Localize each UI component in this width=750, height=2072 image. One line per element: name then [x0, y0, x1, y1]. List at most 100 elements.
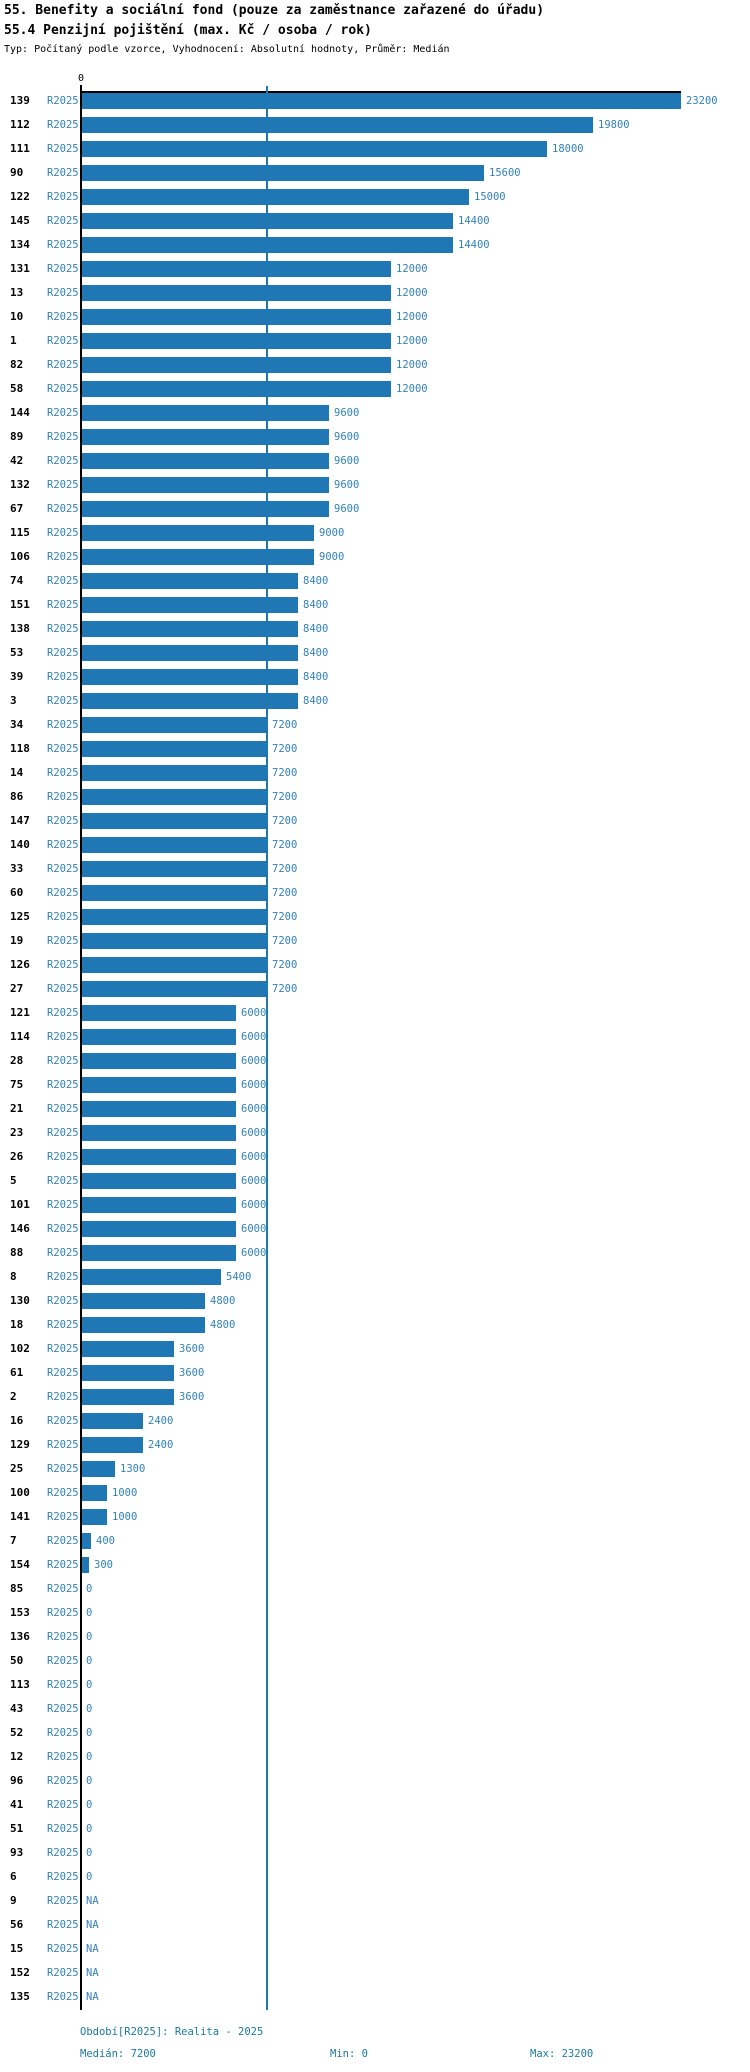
bar	[82, 1101, 236, 1117]
bar-value-label: 2400	[148, 1415, 174, 1427]
row-series-label: R2025	[47, 383, 79, 395]
bar-value-label: 7200	[272, 959, 298, 971]
row-series-label: R2025	[47, 839, 79, 851]
row-id-label: 153	[10, 1606, 30, 1619]
row-id-label: 154	[10, 1558, 30, 1571]
row-id-label: 122	[10, 190, 30, 203]
bar-value-label: 4800	[210, 1295, 236, 1307]
row-id-label: 10	[10, 310, 24, 323]
row-series-label: R2025	[47, 1247, 79, 1259]
bar-value-label: NA	[86, 1895, 99, 1907]
bar-value-label: 12000	[396, 311, 428, 323]
bar-value-label: 6000	[241, 1127, 267, 1139]
row-series-label: R2025	[47, 215, 79, 227]
row-id-label: 53	[10, 646, 24, 659]
row-series-label: R2025	[47, 1871, 79, 1883]
bar	[82, 1293, 205, 1309]
row-id-label: 96	[10, 1774, 24, 1787]
row-series-label: R2025	[47, 1271, 79, 1283]
row-id-label: 23	[10, 1126, 24, 1139]
bar-value-label: 12000	[396, 359, 428, 371]
row-id-label: 90	[10, 166, 24, 179]
bar	[82, 1077, 236, 1093]
row-series-label: R2025	[47, 599, 79, 611]
chart-subtitle: 55.4 Penzijní pojištění (max. Kč / osoba…	[4, 23, 372, 38]
row-id-label: 50	[10, 1654, 24, 1667]
bar-value-label: 4800	[210, 1319, 236, 1331]
row-id-label: 3	[10, 694, 17, 707]
row-series-label: R2025	[47, 143, 79, 155]
row-id-label: 135	[10, 1990, 30, 2003]
row-id-label: 132	[10, 478, 30, 491]
row-series-label: R2025	[47, 1583, 79, 1595]
bar	[82, 357, 391, 373]
row-id-label: 39	[10, 670, 24, 683]
row-series-label: R2025	[47, 1391, 79, 1403]
bar-value-label: 12000	[396, 287, 428, 299]
row-id-label: 9	[10, 1894, 17, 1907]
row-series-label: R2025	[47, 1127, 79, 1139]
bar	[82, 549, 314, 565]
row-id-label: 141	[10, 1510, 30, 1523]
bar-value-label: 0	[86, 1607, 93, 1619]
row-series-label: R2025	[47, 1367, 79, 1379]
bar	[82, 573, 298, 589]
bar	[82, 261, 391, 277]
bar	[82, 1437, 143, 1453]
row-id-label: 42	[10, 454, 24, 467]
row-series-label: R2025	[47, 1151, 79, 1163]
bar-value-label: 0	[86, 1799, 93, 1811]
row-id-label: 18	[10, 1318, 24, 1331]
bar	[82, 1029, 236, 1045]
row-id-label: 16	[10, 1414, 24, 1427]
row-series-label: R2025	[47, 335, 79, 347]
row-series-label: R2025	[47, 1343, 79, 1355]
bar-value-label: 8400	[303, 671, 329, 683]
bar-value-label: NA	[86, 1919, 99, 1931]
row-id-label: 130	[10, 1294, 30, 1307]
bar	[82, 597, 298, 613]
bar	[82, 93, 681, 109]
row-id-label: 12	[10, 1750, 24, 1763]
zero-baseline	[80, 85, 82, 2010]
row-series-label: R2025	[47, 407, 79, 419]
row-id-label: 5	[10, 1174, 17, 1187]
row-id-label: 102	[10, 1342, 30, 1355]
bar-value-label: NA	[86, 1967, 99, 1979]
row-series-label: R2025	[47, 743, 79, 755]
bar	[82, 453, 329, 469]
bar-value-label: 6000	[241, 1007, 267, 1019]
bar	[82, 285, 391, 301]
bar-value-label: 7200	[272, 935, 298, 947]
row-id-label: 126	[10, 958, 30, 971]
bar	[82, 1245, 236, 1261]
bar-value-label: 7200	[272, 743, 298, 755]
bar-value-label: 9600	[334, 407, 360, 419]
row-id-label: 75	[10, 1078, 24, 1091]
bar-value-label: 8400	[303, 599, 329, 611]
bar	[82, 117, 593, 133]
row-series-label: R2025	[47, 959, 79, 971]
row-series-label: R2025	[47, 119, 79, 131]
row-series-label: R2025	[47, 1799, 79, 1811]
bar-value-label: 0	[86, 1775, 93, 1787]
bar-value-label: 6000	[241, 1079, 267, 1091]
bar-value-label: 0	[86, 1823, 93, 1835]
row-id-label: 146	[10, 1222, 30, 1235]
bar	[82, 1533, 91, 1549]
bar	[82, 717, 267, 733]
row-id-label: 100	[10, 1486, 30, 1499]
bar-value-label: 15600	[489, 167, 521, 179]
bar-value-label: 7200	[272, 911, 298, 923]
row-id-label: 67	[10, 502, 24, 515]
row-id-label: 118	[10, 742, 30, 755]
bar-value-label: 6000	[241, 1031, 267, 1043]
bar	[82, 1173, 236, 1189]
bar	[82, 789, 267, 805]
row-series-label: R2025	[47, 1223, 79, 1235]
row-series-label: R2025	[47, 287, 79, 299]
bar	[82, 213, 453, 229]
bar	[82, 645, 298, 661]
row-id-label: 145	[10, 214, 30, 227]
row-series-label: R2025	[47, 1103, 79, 1115]
